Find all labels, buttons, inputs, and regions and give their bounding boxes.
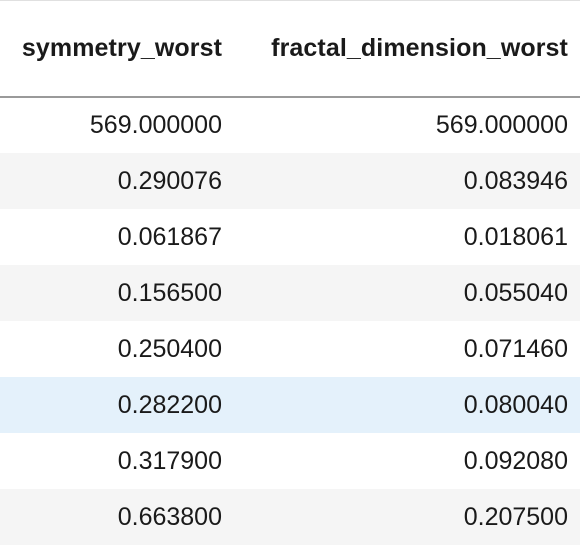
table-cell: 0.156500 [0,265,234,321]
table-cell: 0.080040 [234,377,580,433]
table-cell: 0.083946 [234,153,580,209]
table-cell: 0.207500 [234,489,580,545]
table-cell: 0.663800 [0,489,234,545]
table-row: 0.290076 0.083946 [0,153,580,209]
table-row-hovered: 0.282200 0.080040 [0,377,580,433]
table-cell: 0.250400 [117,334,222,363]
table-row: 0.156500 0.055040 [0,265,580,321]
table-cell: 0.018061 [463,222,568,251]
table-header: symmetry_worst fractal_dimension_worst [0,1,580,98]
table-row: 0.317900 0.092080 [0,433,580,489]
table-row: 0.663800 0.207500 [0,489,580,545]
table-cell: 0.061867 [117,222,222,251]
table-cell: 0.290076 [0,153,234,209]
column-header-symmetry-worst: symmetry_worst [0,1,234,98]
table-row: 0.061867 0.018061 [0,209,580,265]
table-row: 0.250400 0.071460 [0,321,580,377]
table-cell: 569.000000 [89,111,222,139]
table-cell: 0.055040 [234,265,580,321]
table-body: 569.000000 569.000000 0.290076 0.083946 … [0,97,580,545]
column-header-fractal-dimension-worst: fractal_dimension_worst [234,1,580,98]
table-cell: 0.071460 [463,334,568,363]
table-cell: 0.317900 [117,446,222,475]
dataframe-table: symmetry_worst fractal_dimension_worst 5… [0,1,580,545]
table-cell: 0.092080 [463,446,568,475]
header-row: symmetry_worst fractal_dimension_worst [0,1,580,98]
table-cell: 0.282200 [0,377,234,433]
table-row: 569.000000 569.000000 [0,97,580,153]
table-cell: 569.000000 [435,111,568,139]
